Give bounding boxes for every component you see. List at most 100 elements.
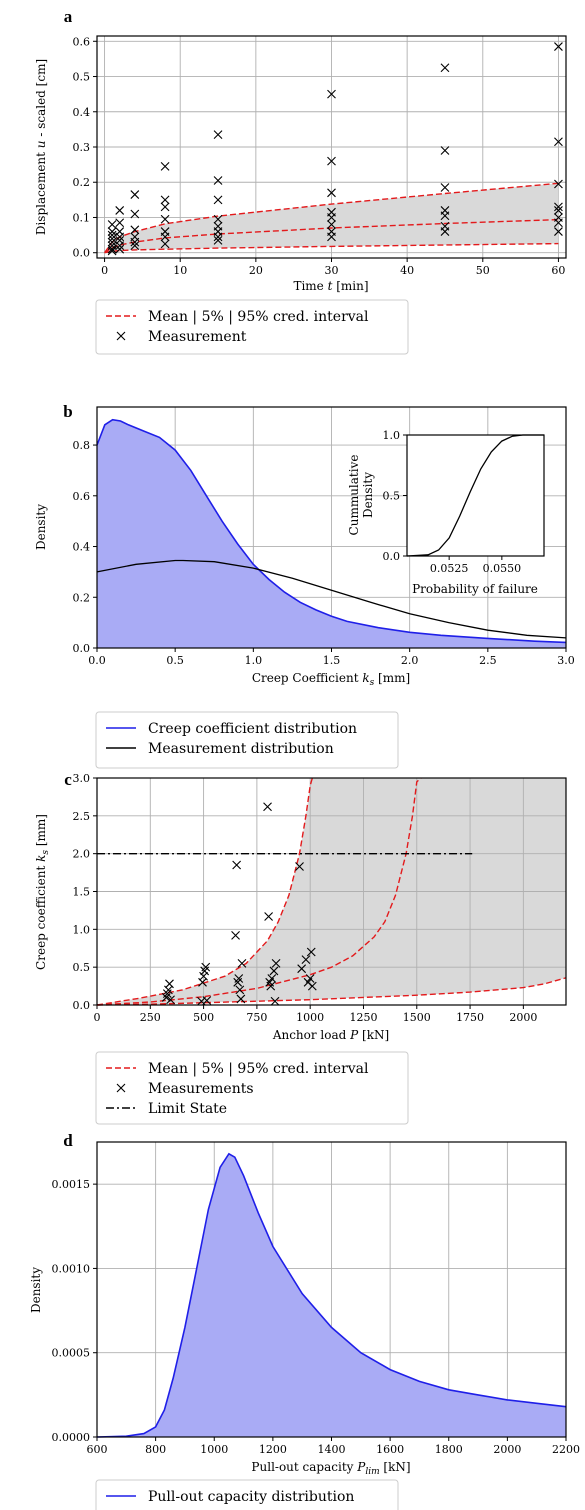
y-tick-label: 1.5 bbox=[73, 886, 91, 899]
y-axis-label: Creep coefficient ks [mm] bbox=[34, 814, 51, 970]
inset-x-axis-label: Probability of failure bbox=[412, 582, 538, 596]
measurement-line bbox=[96, 559, 567, 639]
axes-frame bbox=[96, 35, 567, 259]
measurement-marker bbox=[166, 995, 175, 1005]
pullout-line bbox=[96, 1152, 567, 1438]
y-tick-label: 0.0010 bbox=[52, 1262, 91, 1275]
legend-label: Pull-out capacity distribution bbox=[148, 1489, 354, 1505]
measurement-marker bbox=[213, 176, 223, 185]
creep-area bbox=[97, 419, 566, 648]
legend-label: Limit State bbox=[148, 1101, 227, 1117]
x-tick-label: 20 bbox=[249, 264, 263, 277]
y-axis-label: Density bbox=[34, 504, 48, 550]
legend-box bbox=[95, 1051, 409, 1125]
measurement-marker bbox=[160, 227, 170, 236]
y-tick-label: 0.2 bbox=[73, 176, 91, 189]
y-tick-label: 0.3 bbox=[73, 141, 91, 154]
measurement-marker bbox=[107, 244, 117, 254]
x-tick-label: 40 bbox=[400, 264, 414, 277]
measurement-marker bbox=[440, 206, 450, 215]
measurement-marker bbox=[440, 146, 450, 155]
y-tick-label: 2.5 bbox=[73, 810, 91, 823]
lower-5-line bbox=[96, 977, 567, 1006]
x-tick-label: 2.0 bbox=[401, 654, 419, 667]
measurement-marker bbox=[130, 190, 140, 199]
measurement-marker bbox=[107, 220, 117, 229]
x-tick-label: 250 bbox=[140, 1011, 161, 1024]
measurement-marker bbox=[213, 195, 223, 205]
panel-d: d 600 800 1000 1200 1400 1600 1800 2000 2200 0.000… bbox=[29, 1131, 580, 1510]
measurement-marker bbox=[231, 930, 240, 940]
inset-x-tick-label: 0.0550 bbox=[483, 562, 522, 575]
measurement-marker bbox=[263, 802, 272, 812]
y-tick-label: 0.2 bbox=[73, 591, 91, 604]
x-tick-label: 50 bbox=[476, 264, 490, 277]
measurement-marker bbox=[107, 237, 117, 247]
x-tick-label: 1800 bbox=[435, 1443, 463, 1456]
measurement-marker bbox=[270, 996, 280, 1006]
legend-label: Measurement bbox=[148, 329, 247, 345]
panel-c: c 0 250 500 750 1000 1250 1500 1750 2000 0.0 0.5 1.0… bbox=[34, 770, 567, 1125]
x-tick-label: 0 bbox=[94, 1011, 101, 1024]
measurement-marker bbox=[301, 955, 311, 964]
y-tick-label: 0.0 bbox=[73, 642, 91, 655]
x-tick-label: 600 bbox=[87, 1443, 108, 1456]
legend-label: Mean | 5% | 95% cred. interval bbox=[148, 309, 369, 325]
measurement-marker bbox=[306, 947, 316, 957]
inset-background bbox=[407, 435, 544, 556]
legend-box bbox=[95, 299, 409, 355]
measurement-marker bbox=[160, 202, 170, 212]
y-tick-label: 0.0015 bbox=[52, 1178, 91, 1191]
legend-label: Creep coefficient distribution bbox=[148, 721, 357, 737]
measurement-marker bbox=[554, 42, 563, 51]
measurement-marker bbox=[130, 225, 140, 235]
measurement-marker bbox=[201, 962, 211, 972]
measurement-marker bbox=[160, 214, 170, 224]
x-tick-label: 750 bbox=[246, 1011, 267, 1024]
measurement-marker bbox=[107, 230, 117, 240]
x-tick-label: 0.5 bbox=[166, 654, 184, 667]
creep-line bbox=[96, 418, 567, 644]
x-tick-label: 1.0 bbox=[245, 654, 263, 667]
measurement-marker bbox=[237, 958, 247, 968]
x-tick-label: 2200 bbox=[552, 1443, 580, 1456]
legend-box bbox=[95, 1479, 399, 1510]
y-tick-label: 0.6 bbox=[73, 35, 91, 48]
panel-label: b bbox=[63, 402, 72, 421]
y-tick-label: 0.4 bbox=[73, 541, 91, 554]
measurement-marker bbox=[554, 213, 563, 222]
y-tick-label: 0.6 bbox=[73, 490, 91, 503]
x-tick-label: 2.5 bbox=[479, 654, 497, 667]
measurement-marker bbox=[232, 860, 242, 870]
measurement-marker bbox=[327, 188, 336, 198]
measurement-marker bbox=[160, 195, 170, 205]
measurement-marker bbox=[440, 183, 450, 192]
measurement-marker bbox=[327, 89, 336, 99]
x-tick-label: 30 bbox=[325, 264, 339, 277]
inset-y-axis-label: CummulativeDensity bbox=[347, 455, 375, 536]
measurement-marker bbox=[554, 227, 563, 236]
axes-frame bbox=[96, 1141, 567, 1438]
measurement-marker bbox=[440, 221, 450, 231]
y-axis-label: Displacement u - scaled [cm] bbox=[34, 59, 48, 235]
inset-cdf: 0.0 0.5 1.0 0.0525 0.0550 Probability of fail… bbox=[347, 429, 545, 596]
panel-label: d bbox=[63, 1131, 73, 1150]
x-tick-label: 0.0 bbox=[88, 654, 106, 667]
x-axis-label: Creep Coefficient ks [mm] bbox=[252, 671, 410, 688]
measurement-marker bbox=[264, 912, 273, 921]
measurement-marker bbox=[160, 161, 170, 171]
measurement-marker bbox=[554, 202, 563, 212]
legend-label: Measurement distribution bbox=[148, 741, 334, 757]
measurement-marker bbox=[267, 974, 277, 983]
legend-label: Mean | 5% | 95% cred. interval bbox=[148, 1061, 369, 1077]
measurement-marker bbox=[271, 958, 281, 968]
measurement-marker bbox=[327, 156, 336, 166]
measurement-marker bbox=[297, 964, 307, 974]
panel-b: b 0.0 0.5 1.0 1.5 2.0 2.5 3.0 0.0 0.2 0.4 0.6 0.8 Cre… bbox=[34, 402, 575, 769]
measurement-marker bbox=[115, 218, 125, 228]
measurement-marker bbox=[554, 179, 563, 189]
measurement-marker bbox=[295, 862, 304, 871]
x-tick-label: 1750 bbox=[456, 1011, 484, 1024]
panel-label: c bbox=[64, 770, 72, 789]
